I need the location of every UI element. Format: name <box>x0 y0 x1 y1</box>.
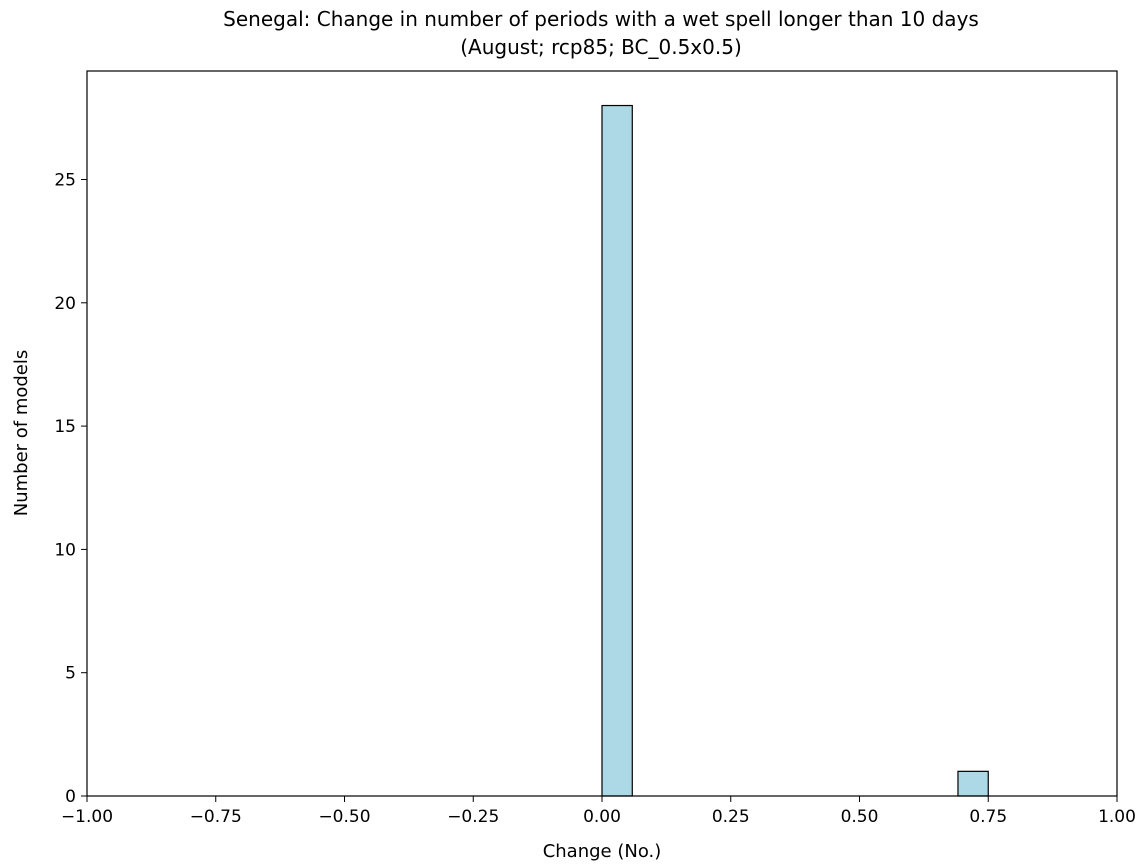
x-tick-label: 0.50 <box>841 807 879 827</box>
x-tick-label: 0.75 <box>969 807 1007 827</box>
x-tick-label: −0.75 <box>190 807 242 827</box>
histogram-bar-0 <box>601 104 633 797</box>
x-tick-label: 0.25 <box>712 807 750 827</box>
x-tick-label: 0.00 <box>583 807 621 827</box>
x-axis-label: Change (No.) <box>543 841 662 862</box>
y-tick-label: 15 <box>54 417 76 437</box>
y-tick-label: 5 <box>65 664 76 684</box>
y-tick-label: 25 <box>54 171 76 191</box>
y-tick-label: 0 <box>65 787 76 807</box>
x-tick-label: −1.00 <box>61 807 113 827</box>
bars-group <box>601 104 989 797</box>
chart-title: Senegal: Change in number of periods wit… <box>223 7 979 31</box>
x-tick-label: 1.00 <box>1098 807 1136 827</box>
y-tick-label: 10 <box>54 540 76 560</box>
chart-subtitle: (August; rcp85; BC_0.5x0.5) <box>460 35 742 59</box>
y-axis-ticks: 0 5 10 15 20 25 <box>54 171 87 807</box>
x-tick-label: −0.50 <box>318 807 370 827</box>
x-tick-label: −0.25 <box>447 807 499 827</box>
histogram-bar-1 <box>957 770 989 797</box>
y-tick-label: 20 <box>54 294 76 314</box>
x-axis-ticks: −1.00 −0.75 −0.50 −0.25 0.00 0.25 0.50 0.75 1.00 <box>61 796 1136 827</box>
y-axis-label: Number of models <box>11 350 32 517</box>
